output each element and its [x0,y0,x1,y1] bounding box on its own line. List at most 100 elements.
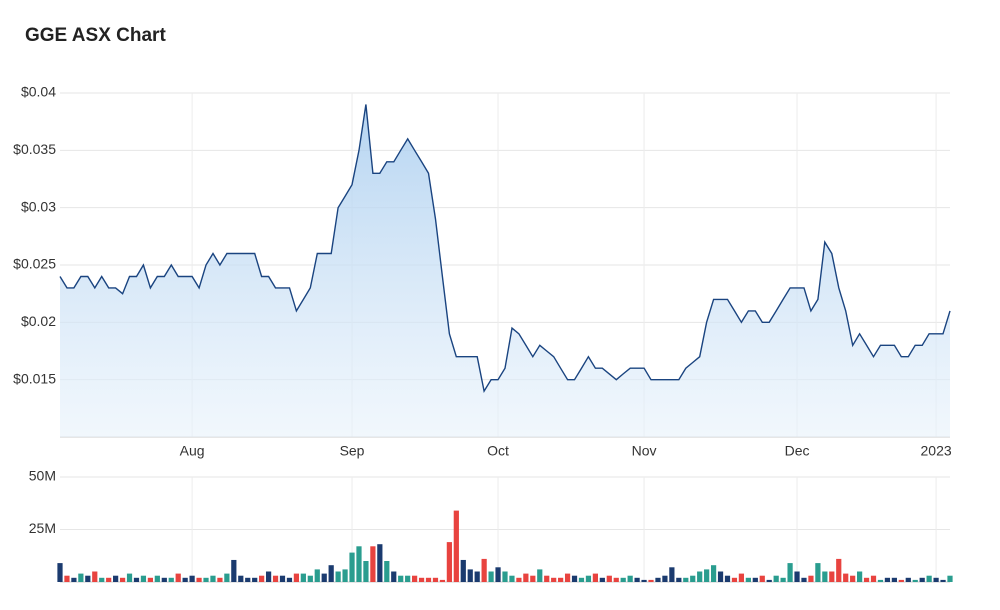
volume-bar [606,575,612,582]
volume-bar [578,577,585,582]
volume-bar [634,577,640,582]
volume-bar [940,579,946,582]
volume-bar [724,575,731,582]
volume-bar [106,577,112,582]
volume-bar [530,575,536,582]
volume-bar [439,579,446,582]
x-tick-label: Nov [632,443,657,459]
volume-bar [356,546,362,582]
volume-bar [919,577,925,582]
volume-bar [481,558,487,582]
volume-bar [217,577,223,582]
volume-bar [641,579,647,582]
volume-bar [662,575,668,582]
volume-bar [432,577,439,582]
volume-bar [933,577,939,582]
volume-bar [564,573,571,582]
volume-bar [891,577,897,582]
volume-bar [259,575,265,582]
price-area [60,104,950,437]
volume-bar [655,577,661,582]
volume-bar [252,577,258,582]
chart-title: GGE ASX Chart [25,25,166,46]
volume-bar [119,577,126,582]
volume-bar [669,567,675,582]
volume-bar [877,579,884,582]
volume-bar [495,567,501,582]
volume-bar [843,573,849,582]
volume-bar [147,577,153,582]
volume-bar [293,573,300,582]
volume-bar [460,559,466,582]
volume-bar [683,577,689,582]
volume-bar [884,577,891,582]
volume-bar [370,546,376,582]
volume-bar [863,577,870,582]
volume-bar [99,577,105,582]
y-tick-label: $0.04 [21,84,56,100]
price-line [59,104,951,393]
volume-bar [349,552,355,582]
volume-bar [113,575,119,582]
volume-bar [182,577,188,582]
y-tick-label: $0.035 [13,141,56,157]
volume-bar [787,563,793,582]
volume-bar [766,579,772,582]
volume-bar [627,575,633,582]
volume-bar [168,577,174,582]
volume-bar [509,575,515,582]
volume-bar [544,575,550,582]
volume-bar [85,575,91,582]
volume-bar [391,571,397,582]
volume-bar [446,542,452,582]
volume-bar [759,575,765,582]
volume-bar [71,577,77,582]
volume-bar [648,579,654,582]
volume-bar [870,575,877,582]
volume-bar [926,575,932,582]
volume-bar [676,577,682,582]
y-tick-label: $0.015 [13,370,56,386]
volume-bar [898,579,904,582]
volume-bar [286,577,293,582]
volume-bar [154,575,160,582]
volume-bar [425,577,432,582]
volume-bar [78,573,84,582]
volume-bar [912,579,918,582]
volume-bar [161,577,167,582]
volume-bar [620,577,626,582]
x-tick-label: 2023 [921,443,952,459]
volume-bar [203,577,209,582]
volume-bar [64,575,70,582]
volume-bar [405,575,411,582]
volume-bar [467,569,473,582]
volume-bar [335,571,341,582]
volume-bar [780,577,786,582]
volume-bar [342,569,348,582]
y-tick-label: 50M [29,468,56,484]
volume-bar [905,577,911,582]
volume-bar [710,565,717,582]
volume-bar [836,558,842,582]
volume-bar [398,575,404,582]
volume-bar [279,575,286,582]
volume-bar [238,575,244,582]
volume-bar [224,573,230,582]
volume-bar [328,565,334,582]
volume-bar [175,573,181,582]
volume-bar [189,575,195,582]
volume-bar [690,575,696,582]
volume-bar [245,577,251,582]
x-tick-label: Aug [180,443,205,459]
volume-bar [551,577,557,582]
volume-bar [829,571,835,582]
volume-bar [314,569,320,582]
volume-bar [857,571,863,582]
volume-bar [412,575,418,582]
volume-bar [773,575,779,582]
volume-bar [272,575,279,582]
volume-bar [196,577,202,582]
y-tick-label: $0.03 [21,198,56,214]
volume-bar [537,569,543,582]
